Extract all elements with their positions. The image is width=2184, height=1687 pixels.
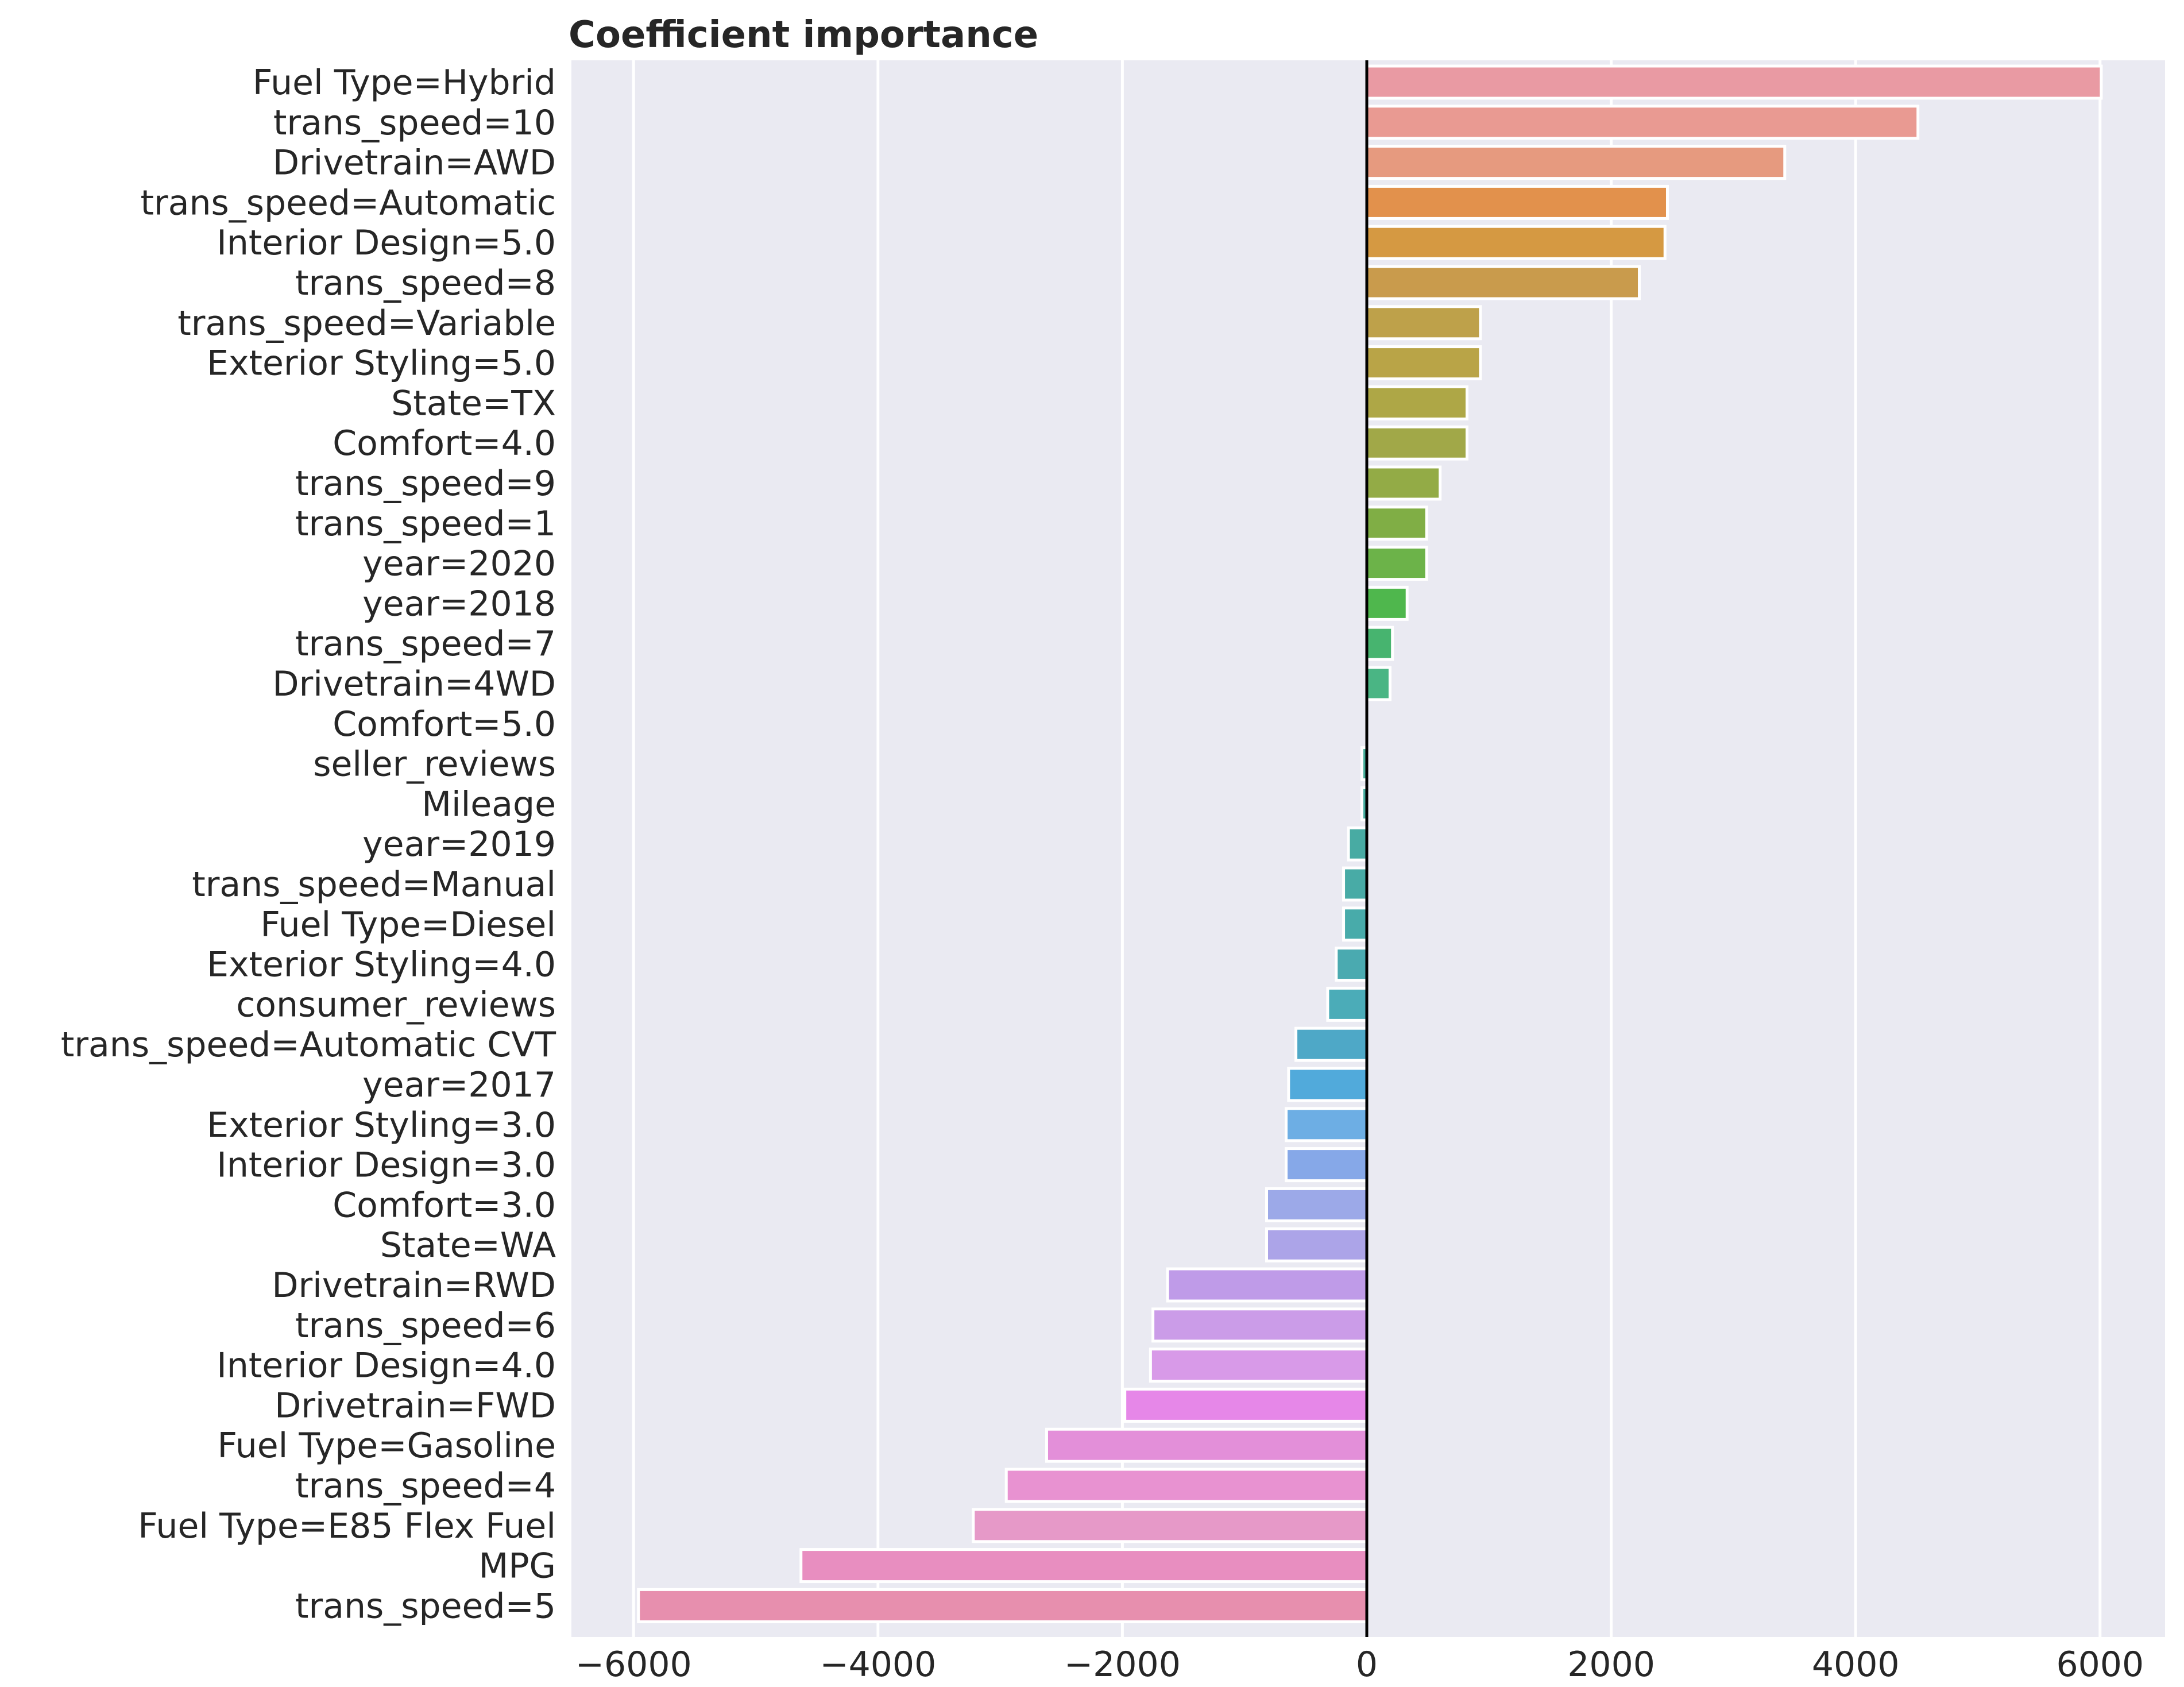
bar [1151,1307,1369,1343]
x-tick-label: −6000 [575,1644,692,1685]
y-tick-label: State=TX [391,383,556,423]
bar [972,1508,1369,1543]
x-tick-labels: −6000 −4000 −2000 0 2000 4000 6000 [575,1644,2144,1685]
bar [1265,1227,1369,1263]
bar [1365,345,1482,381]
y-tick-label: Comfort=5.0 [333,704,556,744]
y-tick-label: Fuel Type=Hybrid [253,63,556,103]
bar [1149,1348,1369,1383]
y-tick-label: Mileage [422,784,556,824]
x-tick-label: 2000 [1567,1644,1655,1685]
bar-series [637,64,2103,1623]
bar [1365,626,1394,661]
y-tick-label: Interior Design=3.0 [217,1145,556,1186]
x-tick-label: 4000 [1812,1644,1900,1685]
y-tick-label: Exterior Styling=4.0 [207,945,556,985]
bar [1365,105,1920,140]
y-tick-labels: Fuel Type=Hybridtrans_speed=10Drivetrain… [61,63,556,1626]
bar [1342,866,1369,902]
y-tick-label: trans_speed=Automatic [141,183,556,223]
y-tick-label: year=2017 [362,1065,556,1105]
x-tick-label: −2000 [1064,1644,1181,1685]
bar [1365,666,1391,701]
y-tick-label: trans_speed=9 [295,464,556,504]
bar [1335,947,1369,982]
y-tick-label: trans_speed=5 [295,1586,556,1626]
x-tick-label: −4000 [820,1644,936,1685]
bar [1166,1267,1369,1303]
chart-title: Coefficient importance [569,14,1038,56]
y-tick-label: trans_speed=Variable [177,303,556,343]
bar [1365,425,1468,461]
bar [1365,385,1468,420]
bar [1365,546,1428,581]
bar [1265,1187,1369,1222]
bar [799,1548,1369,1584]
bar [1004,1468,1369,1503]
y-tick-label: Fuel Type=Gasoline [217,1426,556,1466]
bar [1342,906,1369,942]
y-tick-label: trans_speed=6 [295,1306,556,1346]
y-tick-label: Drivetrain=AWD [273,143,556,183]
bar [1326,986,1369,1022]
y-tick-label: Comfort=3.0 [333,1185,556,1225]
bar [1347,826,1369,862]
x-tick-label: 0 [1356,1644,1378,1685]
y-tick-label: Drivetrain=FWD [275,1385,556,1426]
y-tick-label: Fuel Type=Diesel [260,905,556,945]
y-tick-label: MPG [479,1546,556,1586]
bar [637,1588,1369,1623]
bar [1045,1427,1369,1463]
y-tick-label: Comfort=4.0 [333,423,556,464]
y-tick-label: Interior Design=5.0 [217,223,556,263]
bar [1365,505,1428,541]
y-tick-label: trans_speed=1 [295,504,556,544]
y-tick-label: trans_speed=7 [295,624,556,664]
y-tick-label: trans_speed=4 [295,1466,556,1506]
x-tick-label: 6000 [2056,1644,2144,1685]
bar [1285,1107,1369,1142]
bar [1365,145,1787,180]
y-tick-label: trans_speed=10 [273,103,556,143]
y-tick-label: trans_speed=Automatic CVT [61,1025,556,1065]
y-tick-label: year=2020 [362,544,556,584]
bar [1365,64,2103,100]
bar [1365,265,1641,300]
y-tick-label: consumer_reviews [236,985,556,1025]
y-tick-label: Drivetrain=RWD [272,1265,556,1306]
y-tick-label: trans_speed=8 [295,263,556,303]
bar [1123,1387,1369,1423]
bar [1285,1147,1369,1183]
y-tick-label: seller_reviews [313,744,556,785]
y-tick-label: trans_speed=Manual [192,864,556,905]
y-tick-label: year=2018 [362,584,556,624]
y-tick-label: State=WA [380,1225,556,1265]
bar [1365,184,1669,220]
y-tick-label: Interior Design=4.0 [217,1346,556,1386]
bar [1365,225,1667,260]
bar [1287,1067,1369,1102]
bar [1365,305,1482,341]
bar [1294,1026,1369,1062]
y-tick-label: Exterior Styling=3.0 [207,1105,556,1145]
y-tick-label: Fuel Type=E85 Flex Fuel [138,1506,556,1546]
y-tick-label: year=2019 [362,824,556,864]
bar [1365,465,1442,501]
bar [1365,585,1409,621]
y-tick-label: Exterior Styling=5.0 [207,343,556,384]
y-tick-label: Drivetrain=4WD [272,664,556,704]
